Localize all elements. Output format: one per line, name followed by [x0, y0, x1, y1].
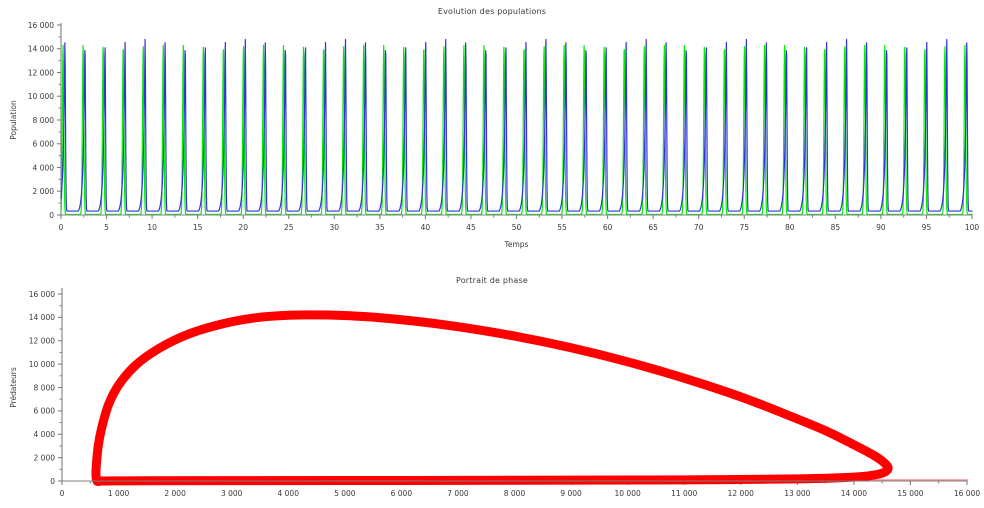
x-tick-label: 5 [104, 223, 109, 232]
series-line-predateurs [60, 38, 973, 212]
x-tick-label: 12 000 [728, 489, 754, 498]
y-tick-label: 8 000 [34, 383, 56, 392]
y-tick-label: 14 000 [28, 45, 54, 54]
x-tick-label: 15 000 [897, 489, 923, 498]
y-tick-label: 0 [50, 477, 55, 486]
y-tick-label: 12 000 [28, 68, 54, 77]
x-tick-label: 85 [831, 223, 841, 232]
y-axis-title: Population [9, 100, 18, 140]
y-tick-label: 14 000 [29, 313, 55, 322]
x-tick-label: 90 [876, 223, 886, 232]
x-tick-label: 10 000 [615, 489, 641, 498]
x-tick-label: 9 000 [560, 489, 582, 498]
y-tick-label: 4 000 [34, 430, 56, 439]
limit-cycle-trajectory [91, 310, 893, 487]
y-tick-label: 16 000 [29, 290, 55, 299]
chart-phase-canvas: 0 2 000 4 000 6 000 8 000 10 000 12 000 14 000 1… [0, 254, 984, 508]
x-tick-label: 70 [694, 223, 704, 232]
chart-evolution-svg: 0 2 000 4 000 6 000 8 000 10 000 12 000 14 000 1… [9, 21, 980, 249]
y-tick-label: 10 000 [28, 92, 54, 101]
x-tick-label: 45 [466, 223, 476, 232]
x-tick-label: 30 [330, 223, 340, 232]
y-tick-label: 6 000 [33, 140, 55, 149]
x-tick-label: 60 [603, 223, 613, 232]
x-tick-label: 11 000 [671, 489, 697, 498]
x-tick-label: 13 000 [784, 489, 810, 498]
chart-portrait-de-phase: Portrait de phase 0 2 000 4 000 6 000 8 000 1… [0, 254, 984, 508]
y-tick-label: 2 000 [34, 453, 56, 462]
y-tick-label: 8 000 [33, 116, 55, 125]
y-axis-title: Prédateurs [9, 367, 18, 408]
series-line-proies [60, 44, 973, 216]
x-tick-label: 3 000 [221, 489, 243, 498]
x-tick-label: 1 000 [108, 489, 130, 498]
x-tick-label: 2 000 [164, 489, 186, 498]
y-tick-label: 6 000 [34, 407, 56, 416]
x-tick-label: 0 [59, 223, 64, 232]
chart-title-phase: Portrait de phase [455, 276, 529, 285]
x-tick-label: 8 000 [504, 489, 526, 498]
x-tick-label: 15 [193, 223, 203, 232]
y-tick-label: 10 000 [29, 360, 55, 369]
y-tick-label: 2 000 [33, 187, 55, 196]
x-tick-label: 95 [922, 223, 932, 232]
y-tick-label: 4 000 [33, 163, 55, 172]
y-tick-label: 16 000 [28, 21, 54, 30]
x-tick-label: 75 [739, 223, 749, 232]
x-tick-label: 16 000 [954, 489, 980, 498]
x-tick-label: 40 [421, 223, 431, 232]
x-tick-label: 0 [60, 489, 65, 498]
x-tick-label: 50 [512, 223, 522, 232]
x-tick-label: 5 000 [334, 489, 356, 498]
x-tick-label: 25 [284, 223, 294, 232]
x-axis-title: Temps [504, 240, 529, 249]
x-tick-label: 4 000 [278, 489, 300, 498]
chart-evolution-canvas: 0 2 000 4 000 6 000 8 000 10 000 12 000 14 000 1… [9, 21, 980, 249]
chart-phase-svg: 0 2 000 4 000 6 000 8 000 10 000 12 000 14 000 1… [9, 288, 980, 498]
x-tick-label: 10 [147, 223, 157, 232]
x-tick-label: 100 [965, 223, 980, 232]
y-tick-label: 12 000 [29, 337, 55, 346]
x-tick-label: 80 [785, 223, 795, 232]
x-tick-label: 20 [238, 223, 248, 232]
x-tick-label: 65 [648, 223, 658, 232]
chart-evolution-des-populations: Evolution des populations 0 2 000 4 000 6 0… [9, 7, 980, 249]
limit-cycle-halo [94, 313, 890, 484]
x-tick-label: 55 [557, 223, 567, 232]
chart-title-evolution: Evolution des populations [437, 7, 547, 16]
x-tick-label: 6 000 [391, 489, 413, 498]
x-tick-label: 35 [375, 223, 385, 232]
y-tick-label: 0 [49, 211, 54, 220]
x-tick-label: 14 000 [841, 489, 867, 498]
x-tick-label: 7 000 [447, 489, 469, 498]
